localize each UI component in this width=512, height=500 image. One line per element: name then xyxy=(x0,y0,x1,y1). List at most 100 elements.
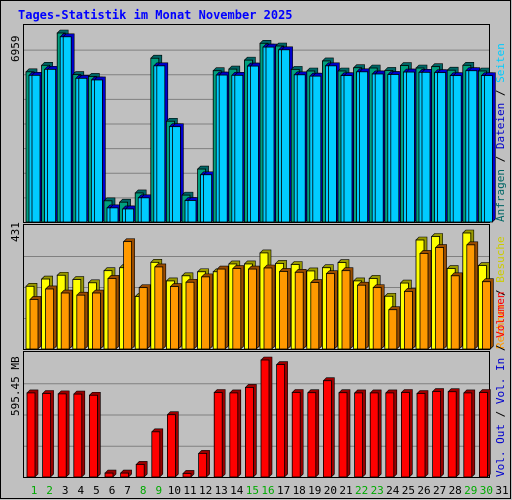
volume-bar xyxy=(432,391,442,478)
sites-bar xyxy=(372,287,382,350)
pages-bar xyxy=(234,74,244,223)
sites-bar xyxy=(435,247,445,350)
day-label: 10 xyxy=(168,484,181,497)
sites-bar xyxy=(76,294,86,350)
volume-bar xyxy=(416,393,426,478)
day-label: 24 xyxy=(386,484,400,497)
sites-bar xyxy=(60,292,70,350)
pages-bar xyxy=(437,72,447,223)
day-label: 20 xyxy=(324,484,337,497)
volume-bar xyxy=(89,394,98,478)
pages-bar xyxy=(47,68,56,223)
day-labels: 1 2 3 4 5 6 7 8 9 10 11 12 13 14 15 16 17 18 19 20 21 22 23 24 2… xyxy=(31,484,509,497)
bars xyxy=(25,29,496,478)
sites-bar xyxy=(169,286,179,350)
volume-bar xyxy=(463,392,473,478)
pages-bar xyxy=(405,71,415,223)
legend-entry: Volumen xyxy=(494,292,507,338)
day-label: 15 xyxy=(246,484,259,497)
chart-title: Tages-Statistik im Monat November 2025 xyxy=(18,8,293,22)
day-label: 16 xyxy=(261,484,274,497)
pages-bar xyxy=(94,79,103,223)
sites-bar xyxy=(466,244,476,350)
sites-bar xyxy=(481,281,491,350)
pages-bar xyxy=(327,65,337,223)
legend-entry: Anfragen xyxy=(494,169,507,222)
mid-max-label: 431 xyxy=(9,222,22,242)
sites-bar xyxy=(45,288,54,350)
volume-bar xyxy=(135,464,145,478)
pages-bar xyxy=(109,207,119,223)
day-label: 1 xyxy=(31,484,38,497)
bottom-max-label: 595.45 MB xyxy=(9,356,22,416)
pages-bar xyxy=(359,71,369,223)
sites-bar xyxy=(341,270,351,350)
pages-bar xyxy=(78,77,88,223)
day-label: 23 xyxy=(371,484,384,497)
volume-bar xyxy=(166,414,176,478)
sites-bar xyxy=(357,284,367,350)
sites-bar xyxy=(185,281,195,350)
sites-bar xyxy=(107,278,117,350)
day-label: 26 xyxy=(417,484,430,497)
pages-bar xyxy=(265,46,275,223)
pages-bar xyxy=(187,200,197,223)
sites-bar xyxy=(138,287,148,350)
pages-bar xyxy=(203,174,213,223)
day-label: 17 xyxy=(277,484,290,497)
day-label: 2 xyxy=(46,484,53,497)
pages-bar xyxy=(281,49,291,223)
sites-bar xyxy=(388,309,398,350)
day-label: 6 xyxy=(109,484,116,497)
volume-bar xyxy=(42,393,51,478)
volume-bar xyxy=(260,359,270,478)
pages-bar xyxy=(312,75,322,223)
volume-bar xyxy=(354,392,364,478)
pages-bar xyxy=(62,36,72,223)
day-label: 14 xyxy=(230,484,244,497)
pages-bar xyxy=(296,74,306,223)
top-max-label: 6959 xyxy=(9,36,22,63)
legend-visits: Rechner / Besuche xyxy=(494,236,507,349)
legend-entry: / xyxy=(494,338,507,358)
legend-entry: / xyxy=(494,83,507,103)
volume-bar xyxy=(213,392,223,478)
legend-entry: Vol. In xyxy=(494,358,507,404)
volume-bar xyxy=(73,393,83,478)
sites-bar xyxy=(29,299,39,350)
day-label: 13 xyxy=(215,484,228,497)
day-label: 21 xyxy=(339,484,352,497)
day-label: 30 xyxy=(480,484,493,497)
volume-bar xyxy=(104,472,114,478)
legend-entry: Dateien xyxy=(494,103,507,149)
day-label: 3 xyxy=(62,484,69,497)
sites-bar xyxy=(279,271,289,350)
day-label: 11 xyxy=(183,484,196,497)
volume-bar xyxy=(369,392,379,478)
day-label: 9 xyxy=(155,484,162,497)
sites-bar xyxy=(123,241,132,350)
volume-bar xyxy=(338,392,348,478)
legend-entry: / xyxy=(494,149,507,169)
pages-bar xyxy=(483,75,493,223)
pages-bar xyxy=(125,208,134,223)
day-label: 25 xyxy=(402,484,415,497)
volume-bar xyxy=(276,364,286,478)
day-label: 7 xyxy=(124,484,131,497)
sites-bar xyxy=(201,276,211,350)
volume-bar xyxy=(26,392,36,478)
sites-bar xyxy=(294,271,304,350)
volume-bar xyxy=(182,473,192,478)
volume-bar xyxy=(151,431,161,478)
sites-bar xyxy=(216,268,226,350)
volume-bar xyxy=(322,380,332,478)
pages-bar xyxy=(421,71,431,223)
pages-bar xyxy=(140,197,150,223)
day-label: 18 xyxy=(293,484,306,497)
pages-bar xyxy=(343,75,353,223)
volume-bar xyxy=(400,392,410,478)
pages-bar xyxy=(156,65,166,223)
sites-bar xyxy=(232,268,242,350)
